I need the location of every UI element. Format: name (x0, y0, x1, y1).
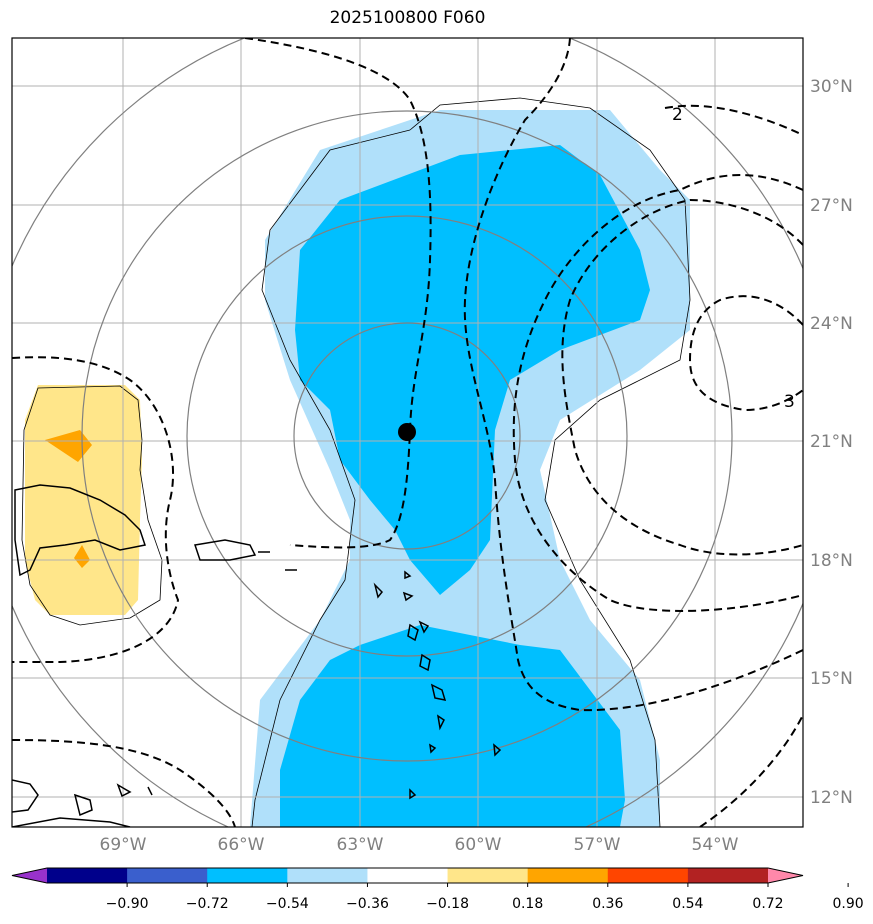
colorbar-segment (47, 868, 128, 883)
colorbar-tick-label: −0.72 (186, 896, 229, 912)
colorbar-extend-high (768, 868, 803, 883)
colorbar-tick-label: −0.90 (106, 896, 149, 912)
anomaly-outline (409, 97, 691, 827)
colorbar-outline (11, 867, 804, 884)
anomaly-fill-orange-1 (45, 430, 92, 462)
colorbar-tick-label: 0.36 (592, 896, 623, 912)
lat-label: 27°N (810, 196, 853, 216)
lat-label: 18°N (810, 551, 853, 571)
colorbar-segment (287, 868, 368, 883)
contour-label-2: 2 (672, 105, 683, 125)
map-title: 2025100800 F060 (329, 8, 486, 28)
colorbar-segment (527, 868, 609, 883)
colorbar-extend-low (12, 868, 47, 883)
lon-label: 66°W (218, 835, 265, 855)
lon-label: 60°W (455, 835, 502, 855)
contour-label-3: 3 (784, 392, 795, 412)
dashed-contours (12, 38, 803, 827)
lon-label: 69°W (100, 835, 147, 855)
colorbar-segment (447, 868, 529, 883)
colorbar-segment (687, 868, 769, 883)
lon-label: 63°W (337, 835, 384, 855)
lat-label: 15°N (810, 669, 853, 689)
lon-labels: 69°W 66°W 63°W 60°W 57°W 54°W (100, 835, 739, 855)
yellow-outline (21, 385, 163, 626)
colorbar-segment (207, 868, 288, 883)
colorbar-tick-label: −0.36 (346, 896, 389, 912)
colorbar-segment (367, 868, 449, 883)
range-rings (12, 38, 803, 827)
coastlines (12, 484, 502, 827)
colorbar-tick-label: 0.90 (833, 896, 864, 912)
storm-center-marker (398, 423, 416, 441)
lat-label: 24°N (810, 314, 853, 334)
lat-labels: 30°N 27°N 24°N 21°N 18°N 15°N 12°N (810, 77, 853, 808)
colorbar-segment (607, 868, 689, 883)
lat-label: 21°N (810, 432, 853, 452)
colorbar-tick-label: −0.54 (266, 896, 309, 912)
colorbar-tick-label: −0.18 (426, 896, 469, 912)
colorbar-tick-label: 0.72 (752, 896, 783, 912)
map-frame (11, 37, 804, 828)
lon-label: 54°W (692, 835, 739, 855)
lat-label: 30°N (810, 77, 853, 97)
colorbar-tick-label: 0.54 (672, 896, 703, 912)
colorbar-tick-label: 0.18 (512, 896, 543, 912)
anomaly-fill-blue-lower (280, 625, 625, 827)
colorbar-segment (127, 868, 208, 883)
anomaly-outline-west (251, 129, 411, 827)
colorbar: −0.90 −0.72 −0.54 −0.36 −0.18 0.18 0.36 0.54 0.7… (11, 867, 864, 912)
lat-label: 12°N (810, 788, 853, 808)
lon-label: 57°W (574, 835, 621, 855)
anomaly-fill-orange-2 (74, 545, 90, 568)
anomaly-fill-yellow (25, 385, 142, 615)
